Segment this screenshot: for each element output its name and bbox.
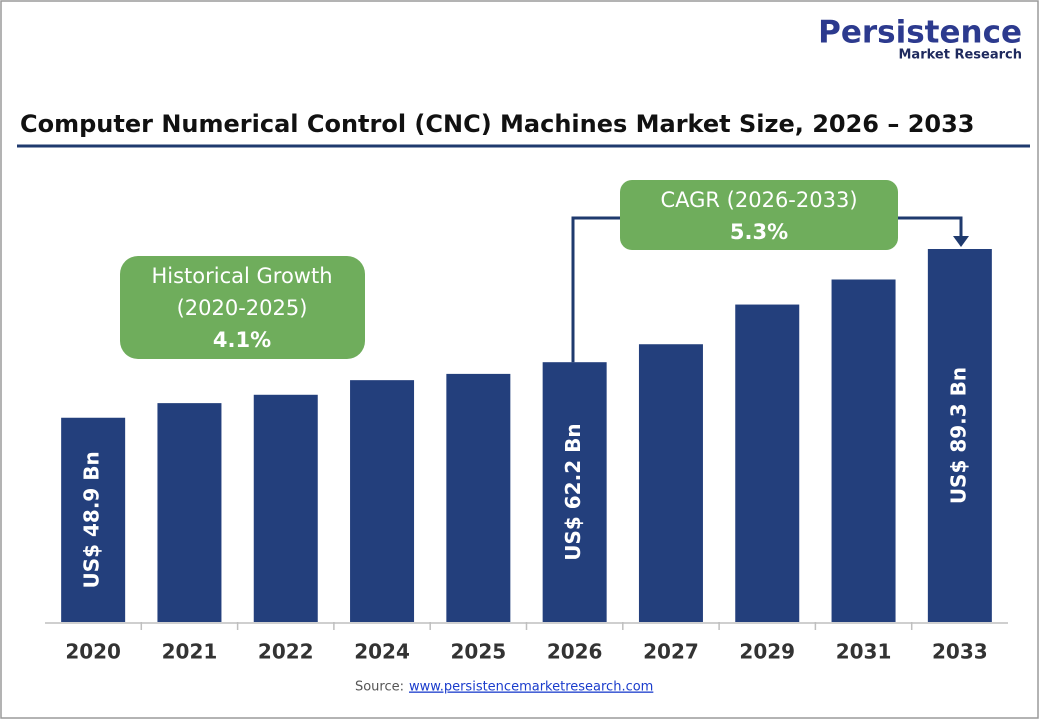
x-tick-label: 2020 <box>65 640 121 664</box>
bar <box>831 279 896 622</box>
x-tick-label: 2027 <box>643 640 699 664</box>
connector <box>571 216 620 363</box>
annotation-text: Historical Growth <box>151 264 332 288</box>
x-tick-label: 2029 <box>739 640 795 664</box>
source-link[interactable]: www.persistencemarketresearch.com <box>409 680 653 695</box>
arrow-head <box>953 236 969 247</box>
x-tick-label: 2021 <box>162 640 218 664</box>
bar <box>61 417 126 622</box>
x-tick-label: 2025 <box>451 640 507 664</box>
bar <box>542 362 607 622</box>
bar <box>157 403 222 622</box>
bar <box>446 373 511 622</box>
logo-tagline: Market Research <box>899 48 1023 63</box>
annotation-text: 4.1% <box>213 328 271 352</box>
bar <box>927 249 992 622</box>
source-label: Source: <box>355 680 404 695</box>
x-tick-label: 2024 <box>354 640 410 664</box>
annotation-box <box>620 180 898 250</box>
connector <box>898 216 963 238</box>
x-tick-label: 2022 <box>258 640 314 664</box>
x-tick-label: 2031 <box>836 640 892 664</box>
logo-name: Persistence <box>818 15 1022 51</box>
bar <box>638 344 703 622</box>
bar <box>253 394 318 622</box>
chart-title: Computer Numerical Control (CNC) Machine… <box>20 110 975 138</box>
value-label: US$ 89.3 Bn <box>946 367 970 504</box>
annotation-text: CAGR (2026-2033) <box>660 188 857 212</box>
annotation-box <box>120 256 365 359</box>
annotation-text: (2020-2025) <box>177 296 308 320</box>
annotation-text: 5.3% <box>730 220 788 244</box>
bar <box>735 304 800 622</box>
bar <box>350 380 415 622</box>
value-label: US$ 62.2 Bn <box>561 423 585 560</box>
x-tick-label: 2026 <box>547 640 603 664</box>
x-tick-label: 2033 <box>932 640 988 664</box>
value-label: US$ 48.9 Bn <box>80 451 104 588</box>
